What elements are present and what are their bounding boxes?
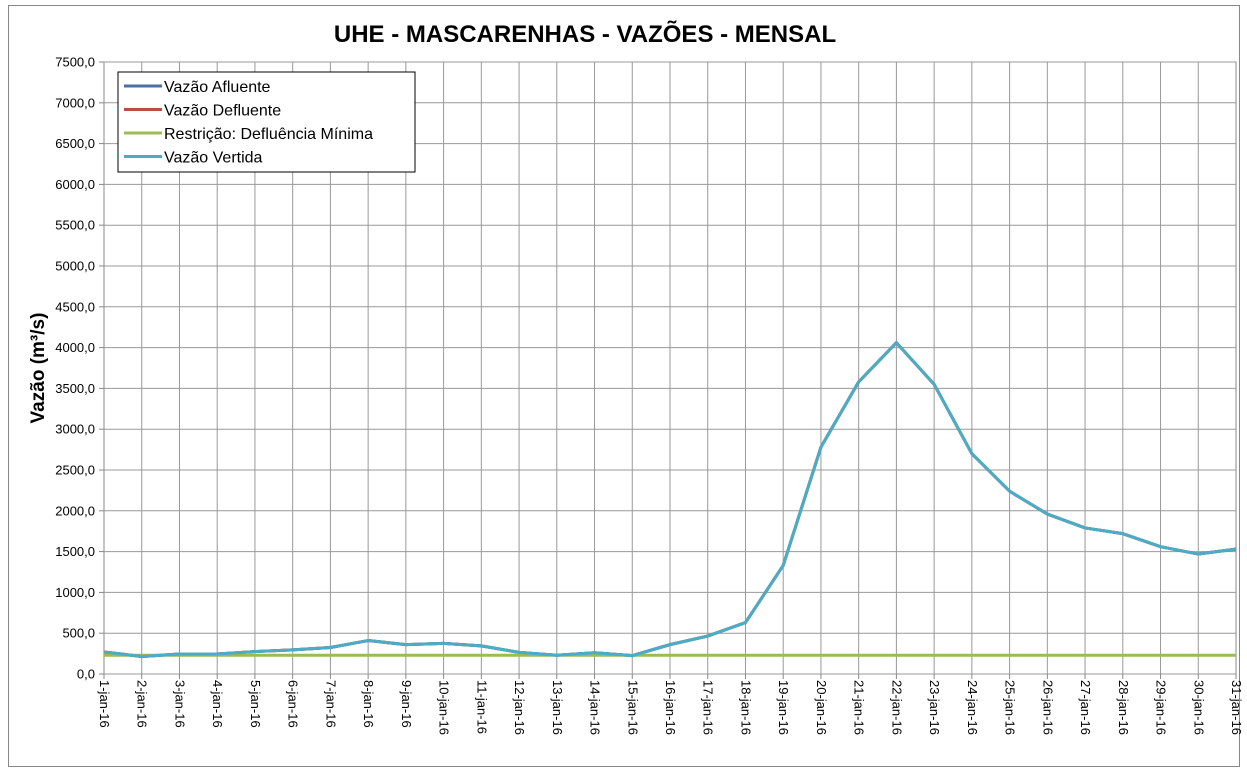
- y-tick-label: 5000,0: [55, 259, 95, 274]
- y-tick-label: 7000,0: [55, 95, 95, 110]
- x-tick-label: 3-jan-16: [172, 680, 187, 728]
- x-tick-label: 11-jan-16: [474, 680, 489, 734]
- x-tick-label: 5-jan-16: [248, 680, 263, 728]
- y-tick-label: 7500,0: [55, 55, 95, 70]
- legend-box: [117, 71, 416, 173]
- y-tick-label: 0,0: [77, 667, 95, 682]
- chart-title: UHE - MASCARENHAS - VAZÕES - MENSAL: [334, 20, 836, 48]
- x-tick-label: 9-jan-16: [399, 680, 414, 728]
- y-axis-title: Vazão (m³/s): [28, 313, 49, 424]
- y-tick-label: 3000,0: [55, 422, 95, 437]
- x-tick-label: 1-jan-16: [97, 680, 112, 728]
- y-tick-label: 500,0: [62, 626, 95, 641]
- x-tick-label: 27-jan-16: [1078, 680, 1093, 735]
- x-tick-label: 20-jan-16: [814, 680, 829, 735]
- x-tick-label: 10-jan-16: [437, 680, 452, 735]
- x-tick-label: 25-jan-16: [1003, 680, 1018, 735]
- x-tick-label: 14-jan-16: [588, 680, 603, 735]
- x-tick-label: 29-jan-16: [1154, 680, 1169, 735]
- x-tick-label: 26-jan-16: [1040, 680, 1055, 735]
- x-tick-label: 24-jan-16: [965, 680, 980, 735]
- legend-label: Vazão Defluente: [164, 103, 281, 120]
- x-tick-label: 12-jan-16: [512, 680, 527, 735]
- x-tick-label: 30-jan-16: [1191, 680, 1206, 735]
- x-tick-label: 8-jan-16: [361, 680, 376, 728]
- y-tick-label: 6000,0: [55, 177, 95, 192]
- y-tick-label: 2500,0: [55, 463, 95, 478]
- legend-label: Restrição: Defluência Mínima: [164, 126, 373, 143]
- y-tick-label: 1500,0: [55, 544, 95, 559]
- y-tick-label: 1000,0: [55, 585, 95, 600]
- y-tick-label: 2000,0: [55, 503, 95, 518]
- x-tick-label: 7-jan-16: [323, 680, 338, 728]
- series-line: [103, 341, 1237, 658]
- y-tick-label: 3500,0: [55, 381, 95, 396]
- x-tick-label: 21-jan-16: [852, 680, 867, 735]
- legend-label: Vazão Vertida: [164, 150, 263, 167]
- x-tick-label: 17-jan-16: [701, 680, 716, 735]
- x-tick-label: 16-jan-16: [663, 680, 678, 735]
- x-tick-label: 13-jan-16: [550, 680, 565, 735]
- y-tick-label: 6500,0: [55, 136, 95, 151]
- x-tick-label: 28-jan-16: [1116, 680, 1131, 735]
- x-tick-label: 4-jan-16: [210, 680, 225, 728]
- legend-label: Vazão Afluente: [164, 79, 271, 96]
- x-tick-label: 2-jan-16: [135, 680, 150, 728]
- x-tick-label: 6-jan-16: [286, 680, 301, 728]
- x-tick-label: 19-jan-16: [776, 680, 791, 735]
- x-tick-label: 31-jan-16: [1229, 680, 1244, 735]
- y-tick-label: 5500,0: [55, 218, 95, 233]
- x-tick-label: 15-jan-16: [625, 680, 640, 735]
- x-tick-label: 22-jan-16: [889, 680, 904, 735]
- x-tick-label: 18-jan-16: [738, 680, 753, 735]
- x-tick-label: 23-jan-16: [927, 680, 942, 735]
- y-tick-label: 4000,0: [55, 340, 95, 355]
- y-tick-label: 4500,0: [55, 299, 95, 314]
